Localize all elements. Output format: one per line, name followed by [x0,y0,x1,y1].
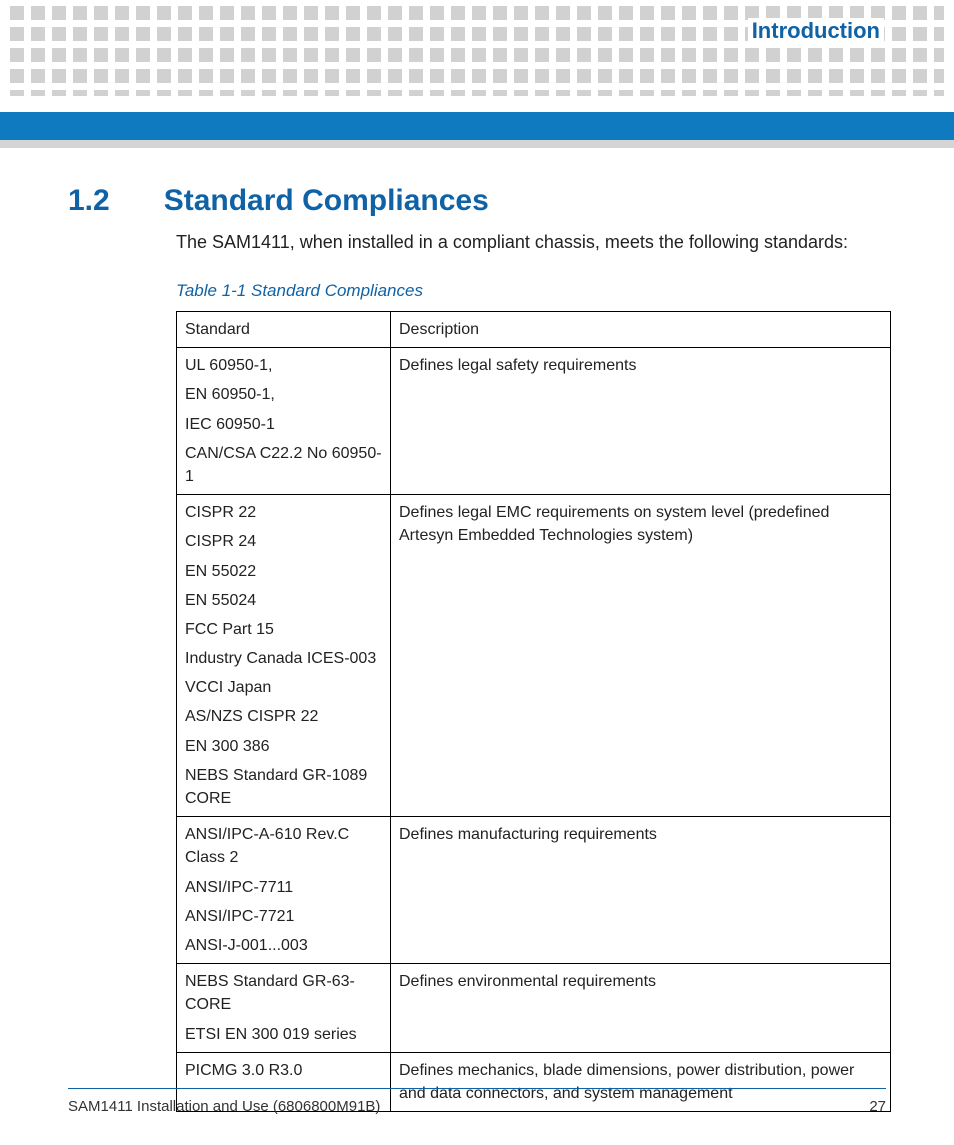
standard-line: EN 60950-1, [185,383,382,406]
section-heading: 1.2 Standard Compliances [68,184,886,218]
standard-compliances-table: Standard Description UL 60950-1, EN 60950… [176,311,891,1112]
standard-line: CISPR 22 [185,501,382,524]
table-cell-standard: NEBS Standard GR-63-CORE ETSI EN 300 019 … [177,964,391,1053]
chapter-label: Introduction [748,18,884,44]
table-header-standard: Standard [177,312,391,348]
standard-line: ANSI-J-001...003 [185,934,382,957]
standard-line: EN 55022 [185,560,382,583]
section-title: Standard Compliances [164,184,489,218]
header-blue-bar [0,112,954,140]
table-cell-standard: ANSI/IPC-A-610 Rev.C Class 2 ANSI/IPC-771… [177,817,391,964]
table-row: CISPR 22 CISPR 24 EN 55022 EN 55024 FCC Part… [177,495,891,817]
standard-line: NEBS Standard GR-1089 CORE [185,764,382,810]
standard-line: ANSI/IPC-7711 [185,876,382,899]
section-number: 1.2 [68,184,110,218]
table-cell-description: Defines manufacturing requirements [391,817,891,964]
table-caption: Table 1-1 Standard Compliances [176,281,886,301]
table-row: ANSI/IPC-A-610 Rev.C Class 2 ANSI/IPC-771… [177,817,891,964]
table-header-row: Standard Description [177,312,891,348]
standard-line: VCCI Japan [185,676,382,699]
standard-line: IEC 60950-1 [185,413,382,436]
standard-line: EN 55024 [185,589,382,612]
standard-line: CISPR 24 [185,530,382,553]
table-cell-description: Defines legal EMC requirements on system… [391,495,891,817]
standard-line: CAN/CSA C22.2 No 60950-1 [185,442,382,488]
header-gray-bar [0,140,954,148]
standard-line: ETSI EN 300 019 series [185,1023,382,1046]
table-cell-description: Defines environmental requirements [391,964,891,1053]
standard-line: ANSI/IPC-7721 [185,905,382,928]
standard-line: UL 60950-1, [185,354,382,377]
table-row: UL 60950-1, EN 60950-1, IEC 60950-1 CAN/CSA… [177,348,891,495]
table-cell-standard: UL 60950-1, EN 60950-1, IEC 60950-1 CAN/CSA… [177,348,391,495]
table-row: NEBS Standard GR-63-CORE ETSI EN 300 019 … [177,964,891,1053]
page-content: 1.2 Standard Compliances The SAM1411, wh… [68,180,886,1112]
standard-line: Industry Canada ICES-003 [185,647,382,670]
footer-page-number: 27 [869,1098,886,1115]
table-cell-standard: CISPR 22 CISPR 24 EN 55022 EN 55024 FCC Part… [177,495,391,817]
standard-line: PICMG 3.0 R3.0 [185,1059,382,1082]
standard-line: FCC Part 15 [185,618,382,641]
standard-line: EN 300 386 [185,735,382,758]
header-dot-pattern [0,0,954,96]
standard-line: NEBS Standard GR-63-CORE [185,970,382,1016]
table-cell-description: Defines legal safety requirements [391,348,891,495]
footer-rule [68,1088,886,1089]
standard-line: AS/NZS CISPR 22 [185,705,382,728]
section-intro-text: The SAM1411, when installed in a complia… [176,232,886,253]
footer-doc-title: SAM1411 Installation and Use (6806800M91… [68,1098,380,1115]
table-cell-description: Defines mechanics, blade dimensions, pow… [391,1052,891,1111]
table-header-description: Description [391,312,891,348]
standard-line: ANSI/IPC-A-610 Rev.C Class 2 [185,823,382,869]
